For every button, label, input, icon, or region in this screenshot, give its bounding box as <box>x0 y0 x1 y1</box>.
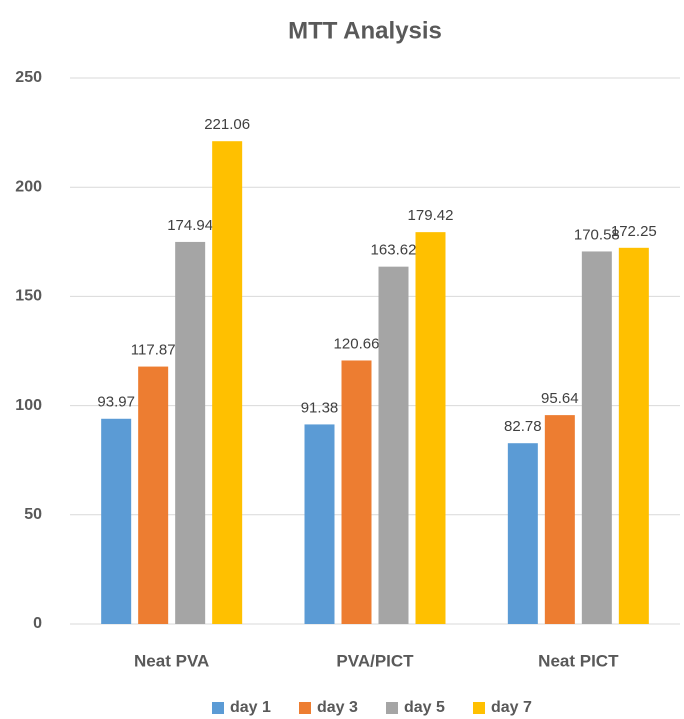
bar <box>212 141 243 624</box>
x-tick-label: Neat PICT <box>538 651 619 670</box>
bar <box>175 241 206 625</box>
bar <box>581 251 612 624</box>
bar <box>341 360 372 624</box>
y-tick-label: 100 <box>15 397 42 414</box>
value-label: 117.87 <box>131 342 176 359</box>
bar <box>415 232 446 624</box>
value-label: 120.66 <box>334 335 380 352</box>
bar <box>544 415 575 624</box>
x-tick-label: PVA/PICT <box>336 651 414 670</box>
y-tick-label: 250 <box>15 69 42 86</box>
legend-label: day 1 <box>230 699 271 716</box>
value-label: 82.78 <box>504 418 542 435</box>
legend-label: day 3 <box>317 699 358 716</box>
legend-label: day 5 <box>404 699 445 716</box>
value-label: 170.58 <box>574 226 620 243</box>
bar <box>101 418 132 624</box>
legend-swatch <box>386 702 398 714</box>
bar <box>507 443 538 624</box>
bar <box>618 247 649 624</box>
x-tick-label: Neat PVA <box>134 651 209 670</box>
value-label: 95.64 <box>541 390 579 407</box>
value-label: 163.62 <box>371 242 417 259</box>
value-label: 179.42 <box>408 207 454 224</box>
bar <box>304 424 335 624</box>
y-tick-label: 150 <box>15 288 42 305</box>
value-label: 93.97 <box>97 394 135 411</box>
value-label: 174.94 <box>167 217 213 234</box>
y-tick-label: 200 <box>15 178 42 195</box>
legend-label: day 7 <box>491 699 532 716</box>
bar <box>378 266 409 624</box>
legend-swatch <box>473 702 485 714</box>
value-label: 172.25 <box>611 223 657 240</box>
value-label: 221.06 <box>204 116 250 133</box>
legend-swatch <box>299 702 311 714</box>
y-tick-label: 0 <box>33 615 42 632</box>
bar <box>138 366 169 624</box>
legend-swatch <box>212 702 224 714</box>
value-label: 91.38 <box>301 399 339 416</box>
y-tick-label: 50 <box>24 506 42 523</box>
chart-title: MTT Analysis <box>288 17 442 44</box>
